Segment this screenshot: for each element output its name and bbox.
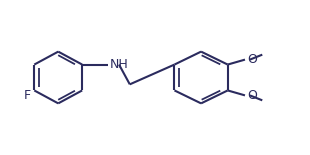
Text: NH: NH: [110, 58, 129, 71]
Text: O: O: [247, 53, 257, 66]
Text: F: F: [24, 89, 31, 102]
Text: O: O: [247, 89, 257, 102]
